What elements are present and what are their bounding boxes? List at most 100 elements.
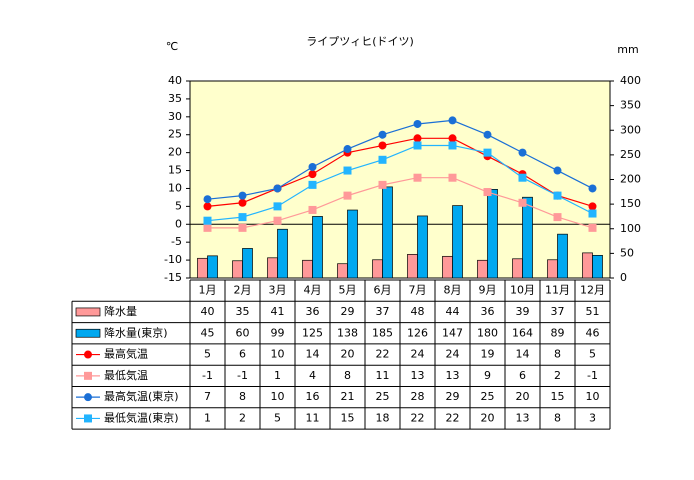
table-value: 19	[481, 348, 495, 361]
bar	[477, 259, 488, 279]
bar	[197, 257, 208, 279]
bar	[512, 258, 523, 279]
table-value: 8	[239, 390, 246, 403]
y-tick-label: 5	[175, 199, 182, 212]
legend-label: 最高気温	[104, 347, 148, 361]
point	[203, 223, 212, 232]
bar	[407, 254, 418, 279]
bar	[522, 196, 533, 279]
table-value: 15	[551, 390, 565, 403]
table-value: 20	[516, 390, 530, 403]
y2-tick-label: 300	[620, 123, 641, 136]
table-value: 10	[271, 390, 285, 403]
x-tick-label: 9月	[479, 284, 497, 297]
bar	[487, 189, 498, 279]
table-value: 35	[236, 305, 250, 318]
table-value: 9	[484, 369, 491, 382]
table-value: -1	[202, 369, 213, 382]
y2-tick-label: 100	[620, 222, 641, 235]
point	[238, 198, 247, 207]
point	[413, 119, 422, 128]
point	[378, 141, 387, 150]
y-tick-label: 10	[168, 181, 182, 194]
table-value: 48	[411, 305, 425, 318]
y-tick-label: -10	[164, 253, 182, 266]
bar	[372, 259, 383, 279]
table-value: 13	[516, 411, 530, 424]
point	[273, 216, 282, 225]
table-value: 36	[306, 305, 320, 318]
y-tick-label: 0	[175, 217, 182, 230]
legend-swatch	[75, 307, 101, 317]
table-value: 37	[376, 305, 390, 318]
point	[273, 184, 282, 193]
y-tick-label: 35	[168, 92, 182, 105]
legend-label: 降水量(東京)	[104, 325, 168, 339]
x-tick-label: 6月	[374, 284, 392, 297]
table-value: 29	[341, 305, 355, 318]
legend-label: 最高気温(東京)	[104, 389, 179, 403]
point	[308, 170, 317, 179]
point	[238, 191, 247, 200]
point	[413, 134, 422, 143]
table-value: 164	[512, 326, 533, 339]
point	[238, 223, 247, 232]
bar	[242, 248, 253, 279]
bar	[347, 209, 358, 279]
point	[448, 173, 457, 182]
table-value: 46	[586, 326, 600, 339]
bar	[452, 205, 463, 279]
table-value: 24	[446, 348, 460, 361]
legend-marker	[84, 371, 92, 380]
point	[273, 202, 282, 211]
point	[448, 134, 457, 143]
x-tick-label: 11月	[545, 284, 570, 297]
y2-tick-label: 250	[620, 148, 641, 161]
table-value: 126	[407, 326, 428, 339]
point	[588, 184, 597, 193]
table-value: 28	[411, 390, 425, 403]
point	[343, 166, 352, 175]
line	[207, 119, 593, 200]
point	[518, 148, 527, 157]
bar	[267, 257, 278, 279]
table-value: 10	[586, 390, 600, 403]
table-value: 8	[554, 348, 561, 361]
table-value: 11	[376, 369, 390, 382]
point	[343, 191, 352, 200]
table-value: 20	[481, 411, 495, 424]
table-value: 51	[586, 305, 600, 318]
legend-marker	[84, 414, 92, 423]
point	[308, 162, 317, 171]
table-value: 6	[519, 369, 526, 382]
x-tick-label: 10月	[510, 284, 535, 297]
table-value: 22	[411, 411, 425, 424]
point	[518, 198, 527, 207]
x-tick-label: 8月	[444, 284, 462, 297]
y-tick-label: 25	[168, 128, 182, 141]
table-value: 22	[446, 411, 460, 424]
bar	[582, 252, 593, 279]
table-value: 60	[236, 326, 250, 339]
bar	[382, 186, 393, 279]
table-value: 2	[239, 411, 246, 424]
table-value: 5	[589, 348, 596, 361]
point	[378, 180, 387, 189]
table-value: 1	[204, 411, 211, 424]
table-value: 22	[376, 348, 390, 361]
point	[378, 155, 387, 164]
y-tick-label: -5	[171, 235, 182, 248]
bar	[557, 233, 568, 279]
x-tick-label: 1月	[199, 284, 217, 297]
point	[483, 148, 492, 157]
table-value: 25	[376, 390, 390, 403]
table-value: 45	[201, 326, 215, 339]
point	[448, 116, 457, 125]
point	[413, 141, 422, 150]
table-value: 44	[446, 305, 460, 318]
point	[308, 205, 317, 214]
table-value: 8	[554, 411, 561, 424]
table-value: 14	[516, 348, 530, 361]
x-tick-label: 5月	[339, 284, 357, 297]
